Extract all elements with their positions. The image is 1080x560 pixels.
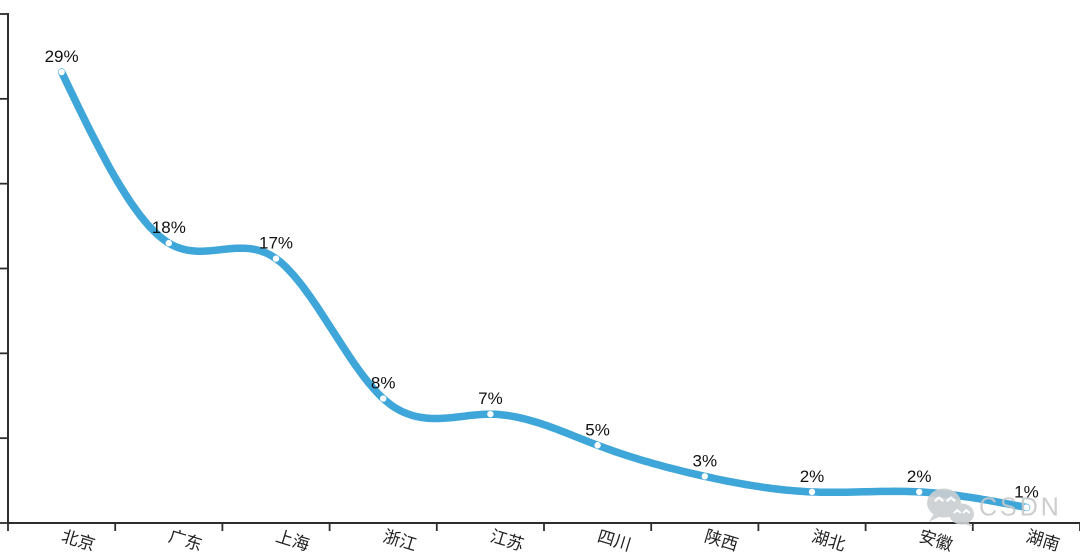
x-axis-label: 安徽 — [917, 527, 955, 555]
data-label: 7% — [478, 389, 503, 408]
data-label: 29% — [45, 47, 79, 66]
x-axis-label: 上海 — [274, 527, 312, 555]
data-label: 5% — [585, 420, 610, 439]
x-axis-label: 北京 — [59, 527, 97, 555]
data-point-marker — [701, 473, 708, 480]
data-point-marker — [272, 255, 280, 262]
x-axis-label: 浙江 — [381, 527, 419, 555]
data-label: 8% — [371, 374, 396, 393]
x-axis-label: 江苏 — [488, 527, 526, 555]
data-label: 2% — [907, 467, 932, 486]
data-point-marker — [594, 442, 601, 449]
data-point-marker — [487, 410, 494, 418]
data-point-marker — [808, 488, 816, 496]
data-label: 2% — [800, 467, 825, 486]
x-axis-label: 广东 — [166, 527, 204, 555]
data-point-marker — [916, 488, 923, 496]
data-point-marker — [165, 239, 172, 247]
data-label: 18% — [152, 218, 186, 237]
x-axis-label: 四川 — [595, 527, 633, 555]
trend-line — [57, 68, 1031, 512]
data-point-marker — [1023, 504, 1030, 511]
data-label: 17% — [259, 234, 293, 253]
x-axis-label: 湖南 — [1024, 527, 1062, 555]
data-point-marker — [58, 68, 65, 76]
x-axis-label: 湖北 — [810, 527, 848, 555]
data-label: 3% — [693, 451, 718, 470]
data-point-marker — [380, 395, 387, 402]
data-label: 1% — [1014, 482, 1039, 501]
x-axis-label: 陕西 — [702, 527, 740, 555]
